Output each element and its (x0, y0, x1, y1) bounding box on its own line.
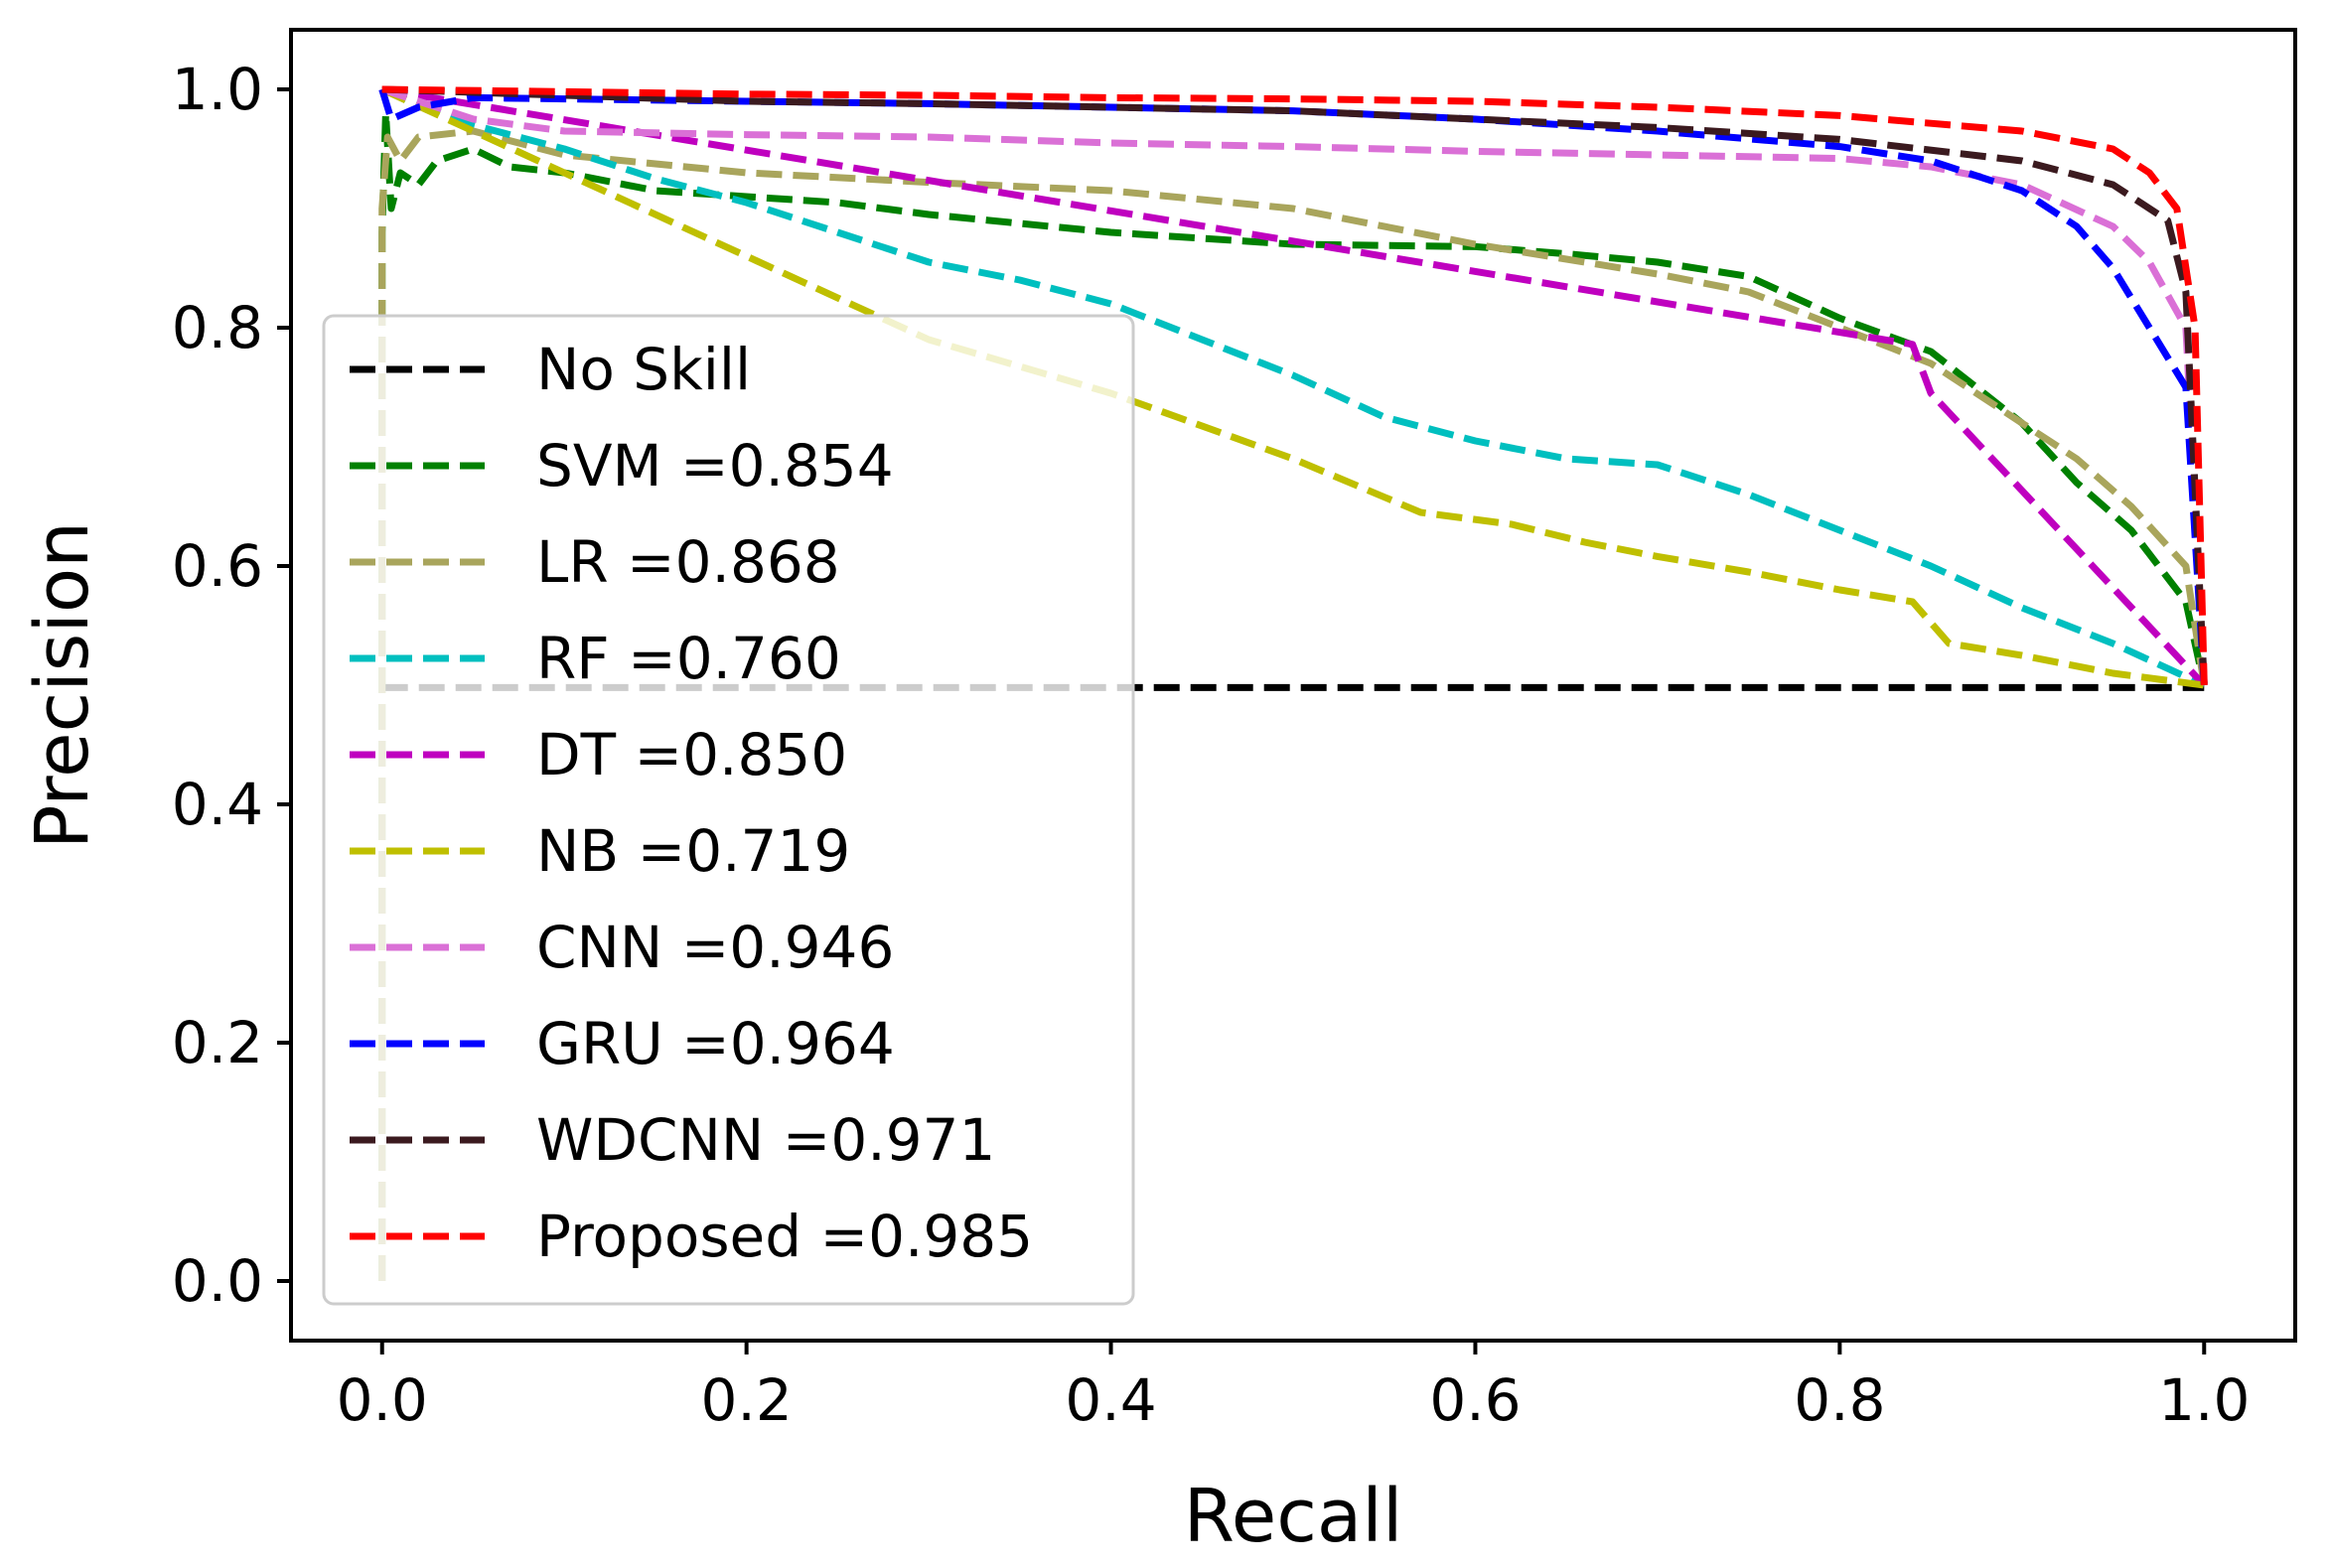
x-tick-label: 0.4 (1065, 1366, 1156, 1434)
y-tick-label: 1.0 (172, 56, 263, 123)
legend-label-proposed: Proposed =0.985 (536, 1203, 1033, 1270)
series-line-dt (381, 85, 2207, 688)
legend-label-dt: DT =0.850 (536, 721, 847, 788)
legend-label-cnn: CNN =0.946 (536, 914, 894, 981)
x-axis-label: Recall (1184, 1474, 1403, 1559)
x-tick-label: 1.0 (2158, 1366, 2250, 1434)
y-tick-label: 0.6 (172, 532, 263, 600)
legend-label-rf: RF =0.760 (536, 625, 841, 692)
series-line-gru (378, 87, 2208, 686)
y-tick-label: 0.2 (172, 1009, 263, 1076)
legend-label-gru: GRU =0.964 (536, 1010, 895, 1077)
y-axis-ticks: 0.0 0.2 0.4 0.6 0.8 1.0 (172, 56, 291, 1315)
y-tick-label: 0.4 (172, 771, 263, 838)
x-tick-label: 0.0 (337, 1366, 428, 1434)
x-tick-label: 0.6 (1429, 1366, 1521, 1434)
plot-area-frame (289, 28, 2297, 1343)
series-line-cnn (380, 85, 2208, 686)
legend-label-no-skill: No Skill (536, 336, 751, 403)
legend-label-nb: NB =0.719 (536, 817, 850, 885)
legend-label-lr: LR =0.868 (536, 528, 840, 596)
y-axis-label: Precision (20, 521, 105, 849)
series-line-nb (380, 85, 2205, 689)
legend-label-svm: SVM =0.854 (536, 432, 894, 499)
series-line-proposed (381, 85, 2208, 686)
legend-entries: No Skill SVM =0.854 LR =0.868 RF =0.760 DT =… (350, 336, 1033, 1270)
series-line-lr (378, 127, 2208, 1281)
x-axis-ticks: 0.0 0.2 0.4 0.6 0.8 1.0 (337, 1341, 2250, 1434)
x-tick-label: 0.2 (701, 1366, 793, 1434)
y-tick-label: 0.8 (172, 294, 263, 361)
legend-label-wdcnn: WDCNN =0.971 (536, 1106, 995, 1174)
series-line-wdcnn (381, 85, 2208, 686)
x-tick-label: 0.8 (1794, 1366, 1885, 1434)
series-line-rf (380, 85, 2206, 689)
legend-frame (322, 314, 1135, 1306)
legend: No Skill SVM =0.854 LR =0.868 RF =0.760 DT =… (322, 314, 1135, 1306)
y-tick-label: 0.0 (172, 1247, 263, 1315)
